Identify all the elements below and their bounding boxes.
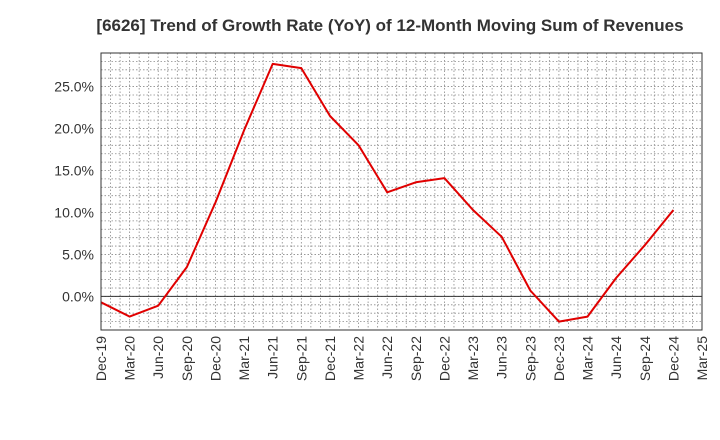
x-tick-label: Dec-21: [322, 336, 338, 381]
x-tick-label: Sep-24: [637, 336, 653, 381]
y-tick-label: 5.0%: [62, 246, 94, 262]
y-tick-label: 0.0%: [62, 288, 94, 304]
x-tick-label: Dec-20: [207, 336, 223, 381]
x-tick-label: Mar-23: [465, 336, 481, 381]
x-tick-label: Jun-22: [379, 336, 395, 379]
y-axis-tick-labels: 0.0% 5.0% 10.0% 15.0% 20.0% 25.0%: [54, 79, 94, 305]
plot-frame: [100, 52, 703, 331]
x-tick-label: Jun-21: [265, 336, 281, 379]
x-tick-label: Dec-24: [665, 336, 681, 381]
x-tick-label: Sep-23: [522, 336, 538, 381]
chart-title: [6626] Trend of Growth Rate (YoY) of 12-…: [96, 16, 683, 35]
y-tick-label: 10.0%: [54, 204, 94, 220]
x-tick-label: Mar-24: [580, 336, 596, 381]
x-tick-label: Dec-19: [93, 336, 109, 381]
y-tick-label: 20.0%: [54, 121, 94, 137]
x-tick-label: Dec-22: [436, 336, 452, 381]
y-tick-label: 15.0%: [54, 163, 94, 179]
y-tick-label: 25.0%: [54, 79, 94, 95]
x-tick-label: Mar-20: [122, 336, 138, 381]
x-axis-tick-labels: Dec-19 Mar-20 Jun-20 Sep-20 Dec-20 Mar-21 Jun-…: [93, 336, 710, 381]
x-tick-label: Sep-22: [408, 336, 424, 381]
x-tick-label: Mar-25: [694, 336, 710, 381]
x-tick-label: Dec-23: [551, 336, 567, 381]
x-tick-label: Jun-24: [608, 336, 624, 379]
x-tick-label: Sep-20: [179, 336, 195, 381]
x-tick-label: Mar-21: [236, 336, 252, 381]
x-tick-label: Jun-23: [494, 336, 510, 379]
x-tick-label: Mar-22: [351, 336, 367, 381]
x-tick-label: Jun-20: [150, 336, 166, 379]
grid: [101, 53, 702, 330]
x-tick-label: Sep-21: [293, 336, 309, 381]
series: [100, 62, 675, 323]
